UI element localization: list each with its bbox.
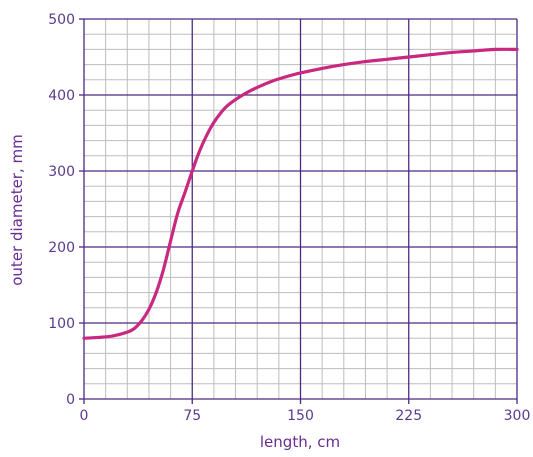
y-tick-label: 100 [48, 316, 75, 332]
x-tick-label: 75 [183, 408, 201, 424]
series-layer [82, 47, 519, 340]
y-axis-label: outer diameter, mm [8, 134, 26, 286]
y-tick-label: 400 [48, 88, 75, 104]
x-tick-label: 225 [395, 408, 422, 424]
y-tick-label: 0 [66, 392, 75, 408]
x-axis-label: length, cm [260, 433, 340, 451]
x-tick-label: 300 [504, 408, 531, 424]
x-tick-label: 150 [287, 408, 314, 424]
y-tick-label: 200 [48, 240, 75, 256]
series-line [82, 47, 519, 340]
major-grid [83, 18, 518, 400]
x-tick-label: 0 [80, 408, 89, 424]
y-tick-label: 300 [48, 164, 75, 180]
tick-labels: 0 75 150 225 300 0 100 200 300 400 500 [48, 12, 530, 424]
y-tick-label: 500 [48, 12, 75, 28]
